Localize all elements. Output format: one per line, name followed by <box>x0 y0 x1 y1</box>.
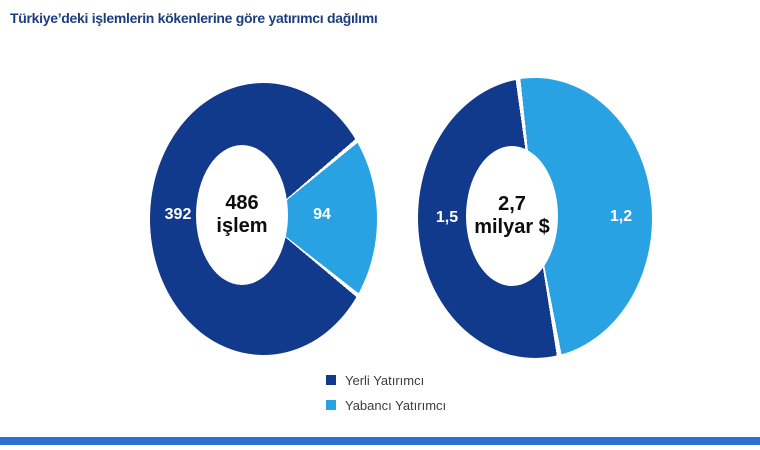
donut-chart-transaction-value: 1,5 1,2 2,7 milyar $ <box>418 78 652 358</box>
donut-hole-center: 486 işlem <box>196 145 288 285</box>
segment-label-domestic-count: 392 <box>164 206 192 223</box>
legend-label-domestic: Yerli Yatırımcı <box>345 372 425 388</box>
donut-chart-transaction-count: 392 94 486 işlem <box>150 83 377 355</box>
legend-item-domestic: Yerli Yatırımcı <box>326 371 446 389</box>
legend-swatch-foreign <box>326 400 336 410</box>
chart-title: Türkiye’deki işlemlerin kökenlerine göre… <box>10 10 378 26</box>
legend: Yerli Yatırımcı Yabancı Yatırımcı <box>326 371 446 421</box>
donut-hole-center: 2,7 milyar $ <box>466 146 558 286</box>
segment-label-foreign-value: 1,2 <box>609 208 633 225</box>
segment-label-foreign-count: 94 <box>313 206 331 223</box>
segment-label-domestic-value: 1,5 <box>435 209 459 226</box>
legend-item-foreign: Yabancı Yatırımcı <box>326 396 446 414</box>
legend-swatch-domestic <box>326 375 336 385</box>
legend-label-foreign: Yabancı Yatırımcı <box>345 397 447 413</box>
center-total-count: 486 <box>225 192 259 214</box>
bottom-accent-bar <box>0 437 760 445</box>
center-total-value: 2,7 <box>498 193 526 215</box>
center-total-value-unit: milyar $ <box>474 216 550 238</box>
center-total-count-unit: işlem <box>216 215 268 237</box>
